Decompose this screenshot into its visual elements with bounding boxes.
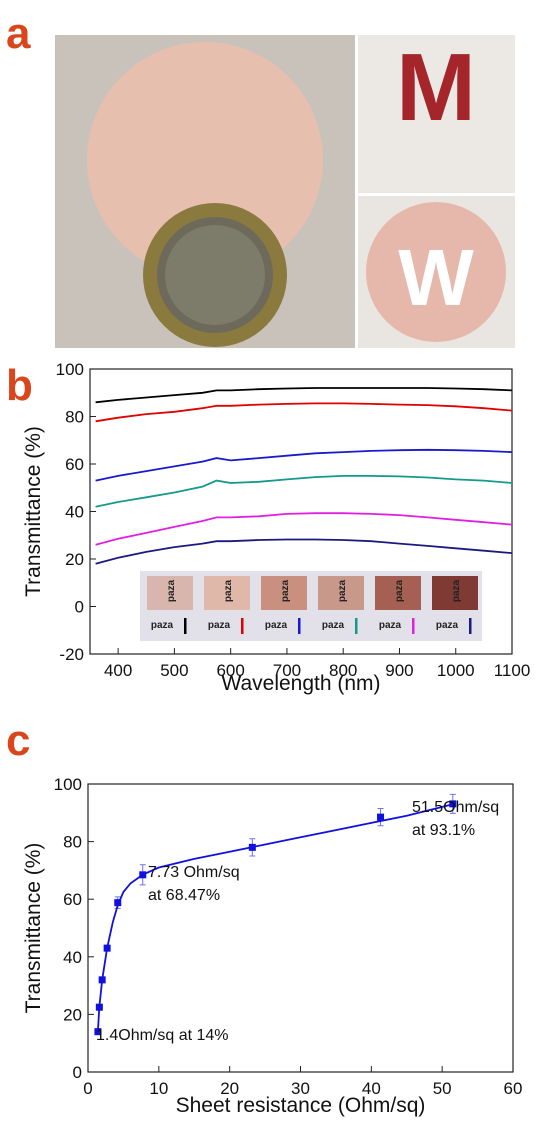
y-tick-label: 100 bbox=[56, 360, 84, 379]
annotation: at 93.1% bbox=[412, 822, 475, 839]
x-tick-label: 60 bbox=[504, 1079, 523, 1098]
x-tick-label: 400 bbox=[104, 661, 132, 680]
data-point bbox=[377, 814, 384, 821]
figure: M W a 40050060070080090010001100-2002040… bbox=[0, 0, 536, 1132]
spectrum-line bbox=[96, 450, 512, 481]
inset-label: paza bbox=[436, 620, 459, 631]
inset-label: paza bbox=[322, 620, 345, 631]
y-tick-label: 20 bbox=[63, 1005, 82, 1024]
panel-label: c bbox=[6, 716, 30, 765]
x-tick-label: 1100 bbox=[494, 661, 531, 680]
inset-label: paza bbox=[151, 620, 174, 631]
y-tick-label: 0 bbox=[75, 598, 84, 617]
spectrum-line bbox=[96, 540, 512, 564]
x-tick-label: 0 bbox=[83, 1079, 92, 1098]
x-axis-label: Wavelength (nm) bbox=[221, 672, 380, 695]
data-point bbox=[114, 899, 121, 906]
x-tick-label: 10 bbox=[149, 1079, 168, 1098]
y-tick-label: 0 bbox=[73, 1063, 82, 1082]
spectrum-line bbox=[96, 403, 512, 421]
inset-bar bbox=[298, 618, 301, 634]
photo-letter: W bbox=[398, 233, 474, 322]
inset-label: paza bbox=[394, 579, 405, 602]
y-tick-label: 60 bbox=[65, 455, 84, 474]
x-tick-label: 500 bbox=[160, 661, 188, 680]
inset-label: paza bbox=[265, 620, 288, 631]
spectrum-line bbox=[96, 388, 512, 402]
annotation: 7.73 Ohm/sq bbox=[148, 864, 240, 881]
data-point bbox=[96, 1004, 103, 1011]
annotation: 1.4Ohm/sq at 14% bbox=[96, 1027, 229, 1044]
data-point bbox=[99, 976, 106, 983]
inset-label: paza bbox=[451, 579, 462, 602]
photo-left bbox=[55, 35, 355, 348]
x-tick-label: 1000 bbox=[437, 661, 475, 680]
panel-label: b bbox=[6, 361, 33, 410]
y-tick-label: 100 bbox=[54, 775, 82, 794]
photo-letter: M bbox=[396, 34, 476, 141]
annotation: 51.5Ohm/sq bbox=[412, 799, 499, 816]
panel-label: a bbox=[6, 9, 31, 58]
inset-bar bbox=[355, 618, 358, 634]
fit-line bbox=[98, 804, 453, 1031]
data-point bbox=[104, 945, 111, 952]
inset-bar bbox=[469, 618, 472, 634]
inset-label: paza bbox=[223, 579, 234, 602]
annotation: at 68.47% bbox=[148, 887, 220, 904]
x-tick-label: 50 bbox=[433, 1079, 452, 1098]
inset-bar bbox=[412, 618, 415, 634]
y-axis-label: Transmittance (%) bbox=[22, 426, 45, 597]
y-tick-label: -20 bbox=[59, 645, 84, 664]
x-tick-label: 900 bbox=[385, 661, 413, 680]
inset-label: paza bbox=[379, 620, 402, 631]
y-axis-label: Transmittance (%) bbox=[22, 843, 45, 1014]
y-tick-label: 40 bbox=[65, 503, 84, 522]
inset-label: paza bbox=[208, 620, 231, 631]
inset: paza paza paza paza paza paza paza paza paza paza… bbox=[140, 571, 482, 641]
y-tick-label: 80 bbox=[63, 833, 82, 852]
data-point bbox=[139, 871, 146, 878]
inset-label: paza bbox=[280, 579, 291, 602]
x-axis-label: Sheet resistance (Ohm/sq) bbox=[176, 1094, 426, 1117]
y-tick-label: 20 bbox=[65, 550, 84, 569]
inset-label: paza bbox=[166, 579, 177, 602]
y-tick-label: 60 bbox=[63, 890, 82, 909]
data-point bbox=[249, 844, 256, 851]
inset-bar bbox=[241, 618, 244, 634]
inset-label: paza bbox=[337, 579, 348, 602]
y-tick-label: 40 bbox=[63, 948, 82, 967]
inset-bar bbox=[184, 618, 187, 634]
spectrum-line bbox=[96, 476, 512, 507]
y-tick-label: 80 bbox=[65, 408, 84, 427]
